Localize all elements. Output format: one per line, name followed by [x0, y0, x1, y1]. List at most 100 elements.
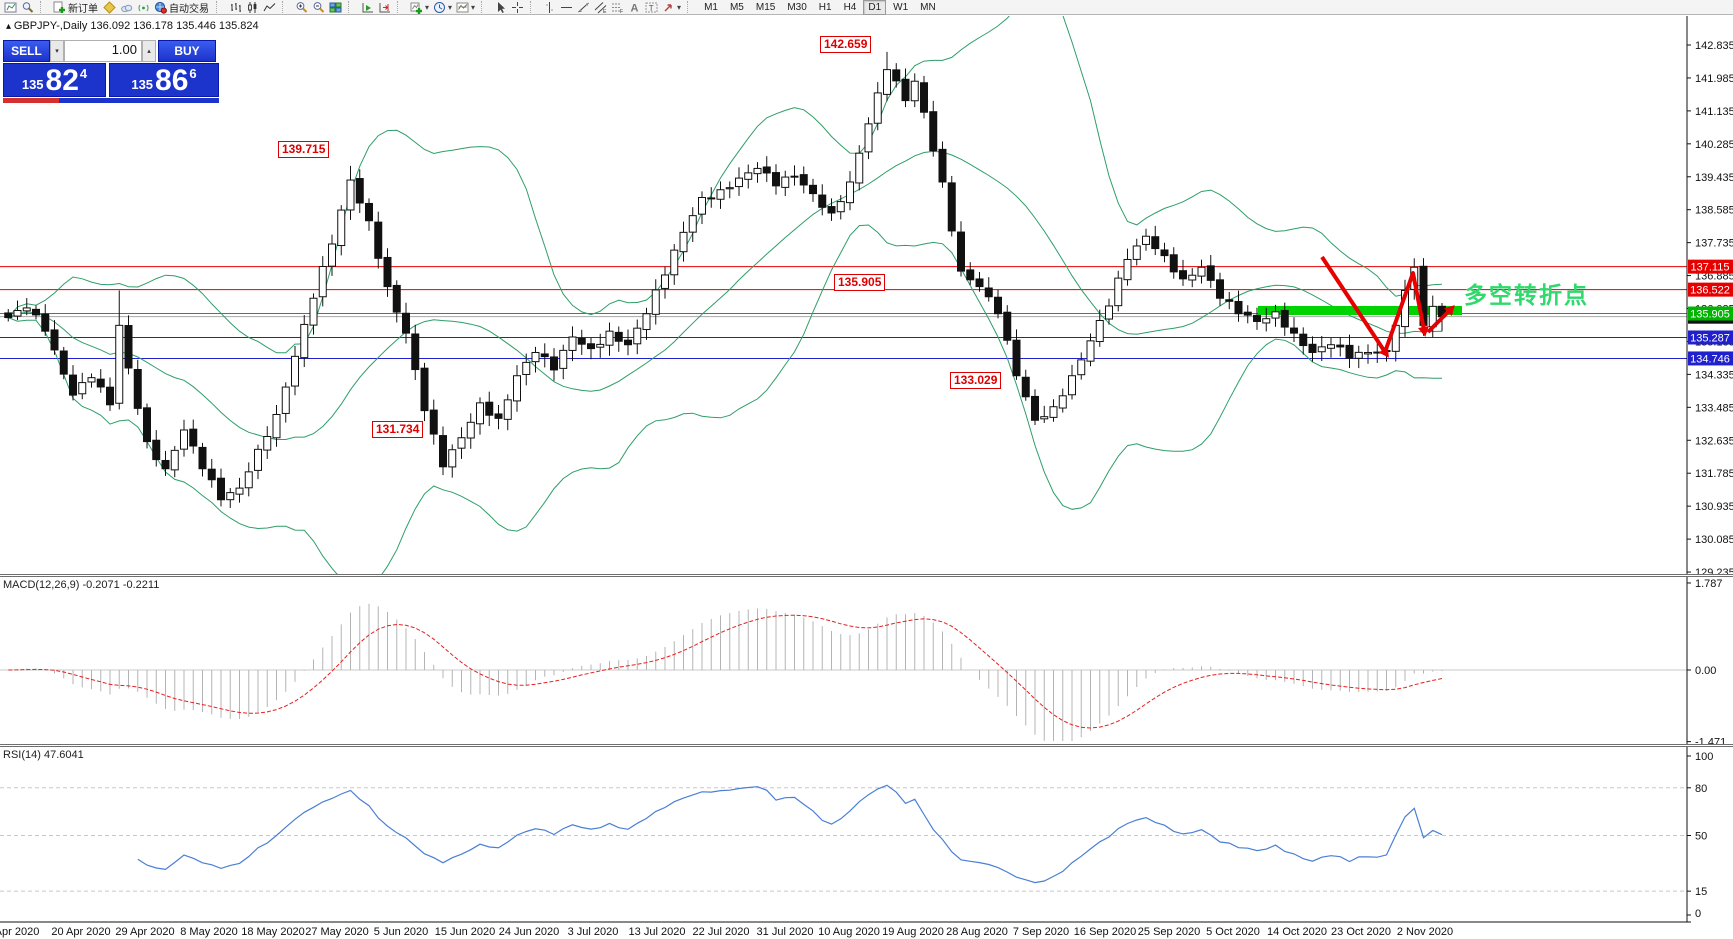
autotrade-icon[interactable]	[152, 0, 169, 14]
date-axis-label: 13 Jul 2020	[628, 926, 686, 938]
trendline-icon[interactable]	[575, 0, 592, 14]
toolbar-text-new_order_label[interactable]: 新订单	[68, 3, 98, 15]
date-axis-label: 19 Aug 2020	[882, 926, 944, 938]
zoom-in-icon[interactable]	[293, 0, 310, 14]
timeframe-button-m15[interactable]: M15	[755, 1, 776, 13]
fibonacci-icon[interactable]: F	[609, 0, 626, 14]
vline-icon[interactable]	[541, 0, 558, 14]
price-callout[interactable]: 142.659	[820, 36, 872, 53]
date-axis-label: 7 Sep 2020	[1012, 926, 1070, 938]
price-axis[interactable]: 142.835 141.985 141.135 140.285 139.435 138.5…	[1687, 40, 1733, 574]
pivot-annotation-text: 多空转折点	[1464, 282, 1589, 308]
search-icon[interactable]	[19, 0, 36, 14]
toolbar-text-autotrading_label[interactable]: 自动交易	[169, 3, 209, 15]
price-callout[interactable]: 139.715	[278, 141, 330, 158]
macd-histogram	[17, 603, 1443, 741]
date-axis-label: 18 May 2020	[241, 926, 305, 938]
date-axis-label: 5 Oct 2020	[1206, 926, 1260, 938]
svg-text:129.235: 129.235	[1695, 567, 1733, 574]
svg-text:T: T	[649, 3, 654, 12]
candlestick-icon[interactable]	[244, 0, 261, 14]
arrows-icon[interactable]	[660, 0, 677, 14]
trend-zigzag-arrows[interactable]	[1320, 255, 1455, 358]
buy-price-pip: 6	[189, 66, 197, 81]
timeframe-button-m30[interactable]: M30	[787, 1, 807, 13]
svg-text:131.785: 131.785	[1695, 468, 1733, 480]
date-axis-label: 10 Aug 2020	[818, 926, 880, 938]
rsi-panel-svg: 100 80 50 15 0	[0, 747, 1733, 923]
indicators-icon[interactable]	[408, 0, 425, 14]
macd-panel-svg: 1.787 0.00 -1.471	[0, 577, 1733, 744]
chart-ohlc-title: GBPJPY-,Daily 136.092 136.178 135.446 13…	[6, 20, 259, 32]
label-icon[interactable]: T	[643, 0, 660, 14]
sell-price-main: 82	[45, 64, 79, 97]
tile-windows-icon[interactable]	[327, 0, 344, 14]
cursor-icon[interactable]	[492, 0, 509, 14]
cloud-icon[interactable]	[118, 0, 135, 14]
templates-icon[interactable]	[454, 0, 471, 14]
dropdown-caret-icon[interactable]: ▾	[471, 2, 476, 12]
volume-increase-button[interactable]	[142, 40, 156, 62]
chart-window-icon[interactable]	[2, 0, 19, 14]
dropdown-caret-icon[interactable]: ▾	[677, 2, 682, 12]
toolbar: 新订单 自动交易 ▾ ▾ ▾ E F A T ▾ M1 M5 M15 M30 H1 H4 D1 W1 MN	[0, 0, 1733, 15]
timeframe-button-mn[interactable]: MN	[920, 1, 936, 13]
auto-scroll-icon[interactable]	[359, 0, 376, 14]
svg-text:E: E	[603, 9, 607, 14]
channel-icon[interactable]: E	[592, 0, 609, 14]
buy-price-main: 86	[155, 64, 189, 97]
line-chart-icon[interactable]	[261, 0, 278, 14]
timeframe-button-m1[interactable]: M1	[704, 1, 718, 13]
chart-shift-icon[interactable]	[376, 0, 393, 14]
svg-text:138.585: 138.585	[1695, 205, 1733, 217]
dropdown-caret-icon[interactable]: ▾	[448, 2, 453, 12]
svg-text:134.746: 134.746	[1690, 353, 1730, 365]
price-callout[interactable]: 135.905	[834, 274, 886, 291]
buy-button[interactable]: BUY	[158, 40, 216, 62]
date-axis-label: 3 Jul 2020	[567, 926, 619, 938]
panel-separator[interactable]	[0, 574, 1733, 577]
toolbar-separator	[687, 1, 695, 13]
sell-button[interactable]: SELL	[3, 40, 50, 62]
date-axis-label: 16 Sep 2020	[1073, 926, 1137, 938]
buy-price[interactable]: 135 86 6	[109, 63, 219, 97]
text-icon[interactable]: A	[626, 0, 643, 14]
volume-input[interactable]: 1.00	[64, 40, 142, 62]
timeframe-button-w1[interactable]: W1	[893, 1, 909, 13]
new-order-icon[interactable]	[51, 0, 68, 14]
metaeditor-icon[interactable]	[101, 0, 118, 14]
timeframe-button-h1[interactable]: H1	[818, 1, 832, 13]
date-axis-label: 2 Nov 2020	[1396, 926, 1454, 938]
p ivot-zone-bar[interactable]	[1258, 306, 1462, 315]
svg-text:136.522: 136.522	[1690, 285, 1730, 297]
date-axis-label: 23 Oct 2020	[1331, 926, 1391, 938]
signals-icon[interactable]	[135, 0, 152, 14]
bar-chart-icon[interactable]	[227, 0, 244, 14]
svg-text:130.935: 130.935	[1695, 501, 1733, 513]
date-axis: Apr 2020 20 Apr 2020 29 Apr 2020 8 May 2020…	[0, 923, 1733, 939]
timeframe-button-h4[interactable]: H4	[843, 1, 857, 13]
candlestick-series	[4, 51, 1446, 508]
zoom-out-icon[interactable]	[310, 0, 327, 14]
date-axis-label: 29 Apr 2020	[115, 926, 175, 938]
timeframe-button-m5[interactable]: M5	[729, 1, 744, 13]
volume-decrease-button[interactable]	[50, 40, 64, 62]
sell-price[interactable]: 135 82 4	[3, 63, 106, 97]
dropdown-caret-icon[interactable]: ▾	[425, 2, 430, 12]
bollinger-bands[interactable]	[7, 16, 1443, 574]
svg-text:130.085: 130.085	[1695, 534, 1733, 546]
date-axis-label: Apr 2020	[0, 926, 40, 938]
sell-price-base: 135	[21, 77, 44, 92]
hline-icon[interactable]	[558, 0, 575, 14]
svg-text:15: 15	[1695, 886, 1707, 898]
svg-text:0.00: 0.00	[1695, 665, 1716, 677]
periods-icon[interactable]	[431, 0, 448, 14]
panel-separator[interactable]	[0, 744, 1733, 747]
svg-text:80: 80	[1695, 783, 1707, 795]
price-callout[interactable]: 131.734	[372, 421, 424, 438]
timeframe-button-d1[interactable]: D1	[863, 0, 887, 15]
price-callout[interactable]: 133.029	[950, 372, 1002, 389]
crosshair-icon[interactable]	[509, 0, 526, 14]
svg-text:133.485: 133.485	[1695, 402, 1733, 414]
